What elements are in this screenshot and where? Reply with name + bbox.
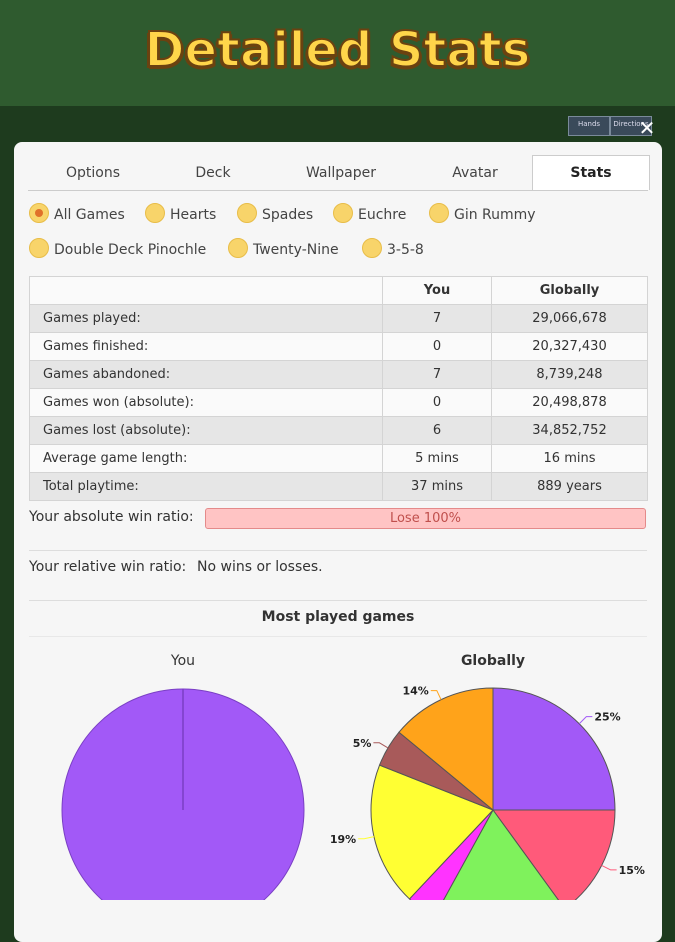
radio-button[interactable]	[362, 238, 382, 258]
radio-option[interactable]: Double Deck Pinochle	[29, 238, 207, 261]
radio-button[interactable]	[333, 203, 353, 223]
slice-label: 19%	[330, 833, 356, 846]
label-leader	[578, 716, 593, 725]
background-tab: Directions	[610, 116, 652, 136]
table-row: Total playtime: 37 mins 889 years	[29, 472, 648, 501]
you-value: 37 mins	[382, 472, 492, 501]
radio-option[interactable]: 3-5-8	[362, 238, 424, 261]
separator	[29, 636, 647, 637]
slice-label: 25%	[594, 711, 620, 724]
row-label: Games won (absolute):	[29, 388, 383, 417]
global-value: 889 years	[491, 472, 648, 501]
radio-label[interactable]: Twenty-Nine	[253, 242, 339, 258]
radio-button[interactable]	[29, 238, 49, 258]
header-bar: Detailed Stats	[0, 0, 675, 106]
global-value: 8,739,248	[491, 360, 648, 389]
tab-divider	[28, 190, 648, 191]
radio-label[interactable]: Double Deck Pinochle	[54, 242, 207, 258]
relative-win-label: Your relative win ratio:	[29, 559, 187, 575]
relative-win-value: No wins or losses.	[197, 559, 323, 575]
row-label: Games lost (absolute):	[29, 416, 383, 445]
global-value: 20,327,430	[491, 332, 648, 361]
radio-label[interactable]: Euchre	[358, 207, 407, 223]
global-value: 34,852,752	[491, 416, 648, 445]
radio-button[interactable]	[228, 238, 248, 258]
pie-slice	[442, 809, 560, 900]
absolute-win-bar: Lose 100%	[205, 508, 646, 529]
you-value: 7	[382, 304, 492, 333]
radio-option[interactable]: Hearts	[145, 203, 217, 226]
pie-slice	[492, 687, 616, 811]
radio-option[interactable]: Spades	[237, 203, 314, 226]
stats-panel: You Globally Games played: 7 29,066,678 Game…	[14, 142, 662, 942]
label-leader	[358, 836, 375, 840]
tab[interactable]: Wallpaper	[305, 165, 377, 181]
radio-option[interactable]: Twenty-Nine	[228, 238, 339, 261]
label-leader	[601, 864, 617, 871]
tab[interactable]: Deck	[195, 165, 231, 181]
radio-option[interactable]: All Games	[29, 203, 125, 226]
page-title: Detailed Stats	[144, 21, 532, 79]
global-value: 20,498,878	[491, 388, 648, 417]
radio-label[interactable]: All Games	[54, 207, 125, 223]
you-value: 5 mins	[382, 444, 492, 473]
you-value: 7	[382, 360, 492, 389]
absolute-win-label: Your absolute win ratio:	[29, 509, 194, 525]
table-row: Games abandoned: 7 8,739,248	[29, 360, 648, 389]
row-label: Average game length:	[29, 444, 383, 473]
table-row: Games finished: 0 20,327,430	[29, 332, 648, 361]
tab[interactable]: Options	[65, 165, 121, 181]
tab[interactable]: Avatar	[452, 165, 498, 181]
pie-charts: You Globally 25% 15% 19% 5% 14%	[61, 653, 645, 900]
table-row: Average game length: 5 mins 16 mins	[29, 444, 648, 473]
pie-slice	[492, 809, 616, 900]
radio-option[interactable]: Euchre	[333, 203, 407, 226]
radio-label[interactable]: Hearts	[170, 207, 217, 223]
you-value: 0	[382, 332, 492, 361]
pie-title: You	[170, 653, 195, 669]
row-label: Games abandoned:	[29, 360, 383, 389]
slice-label: 14%	[402, 685, 428, 698]
radio-label[interactable]: 3-5-8	[387, 242, 424, 258]
close-button[interactable]: ✕	[638, 116, 656, 140]
global-value: 16 mins	[491, 444, 648, 473]
radio-button[interactable]	[29, 203, 49, 223]
section-title: Most played games	[261, 609, 415, 625]
tab[interactable]: Stats	[532, 155, 650, 190]
radio-option[interactable]: Gin Rummy	[429, 203, 536, 226]
stats-table: You Globally Games played: 7 29,066,678 Game…	[29, 276, 648, 501]
slice-label: 5%	[353, 737, 372, 750]
global-value: 29,066,678	[491, 304, 648, 333]
separator	[29, 600, 647, 601]
slice-label: 15%	[619, 864, 645, 877]
separator	[29, 550, 647, 551]
row-label: Total playtime:	[29, 472, 383, 501]
table-row: Games won (absolute): 0 20,498,878	[29, 388, 648, 417]
pie-title: Globally	[461, 653, 525, 669]
radio-label[interactable]: Gin Rummy	[454, 207, 536, 223]
radio-label[interactable]: Spades	[262, 207, 314, 223]
label-leader	[373, 742, 389, 749]
radio-button[interactable]	[145, 203, 165, 223]
background-tab: Hands	[568, 116, 610, 136]
radio-button[interactable]	[237, 203, 257, 223]
label-leader	[430, 690, 442, 700]
table-row: Games lost (absolute): 6 34,852,752	[29, 416, 648, 445]
radio-button[interactable]	[429, 203, 449, 223]
